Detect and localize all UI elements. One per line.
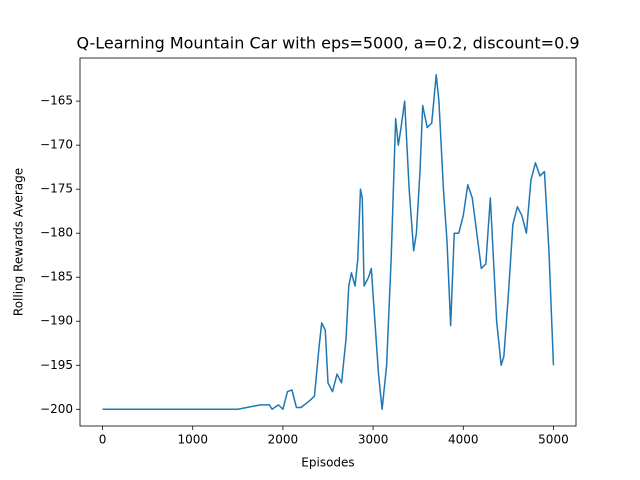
x-tick-label: 4000	[448, 433, 479, 447]
y-tick-label: −190	[40, 314, 73, 328]
y-tick-label: −170	[40, 138, 73, 152]
x-tick-label: 5000	[538, 433, 569, 447]
line	[102, 73, 555, 411]
x-tick-label: 1000	[177, 433, 208, 447]
y-tick-label: −180	[40, 226, 73, 240]
y-tick-label: −175	[40, 182, 73, 196]
x-tick-label: 3000	[358, 433, 389, 447]
plot-frame	[79, 57, 577, 427]
y-tick-label: −185	[40, 270, 73, 284]
y-tick-label: −195	[40, 358, 73, 372]
y-tick-label: −165	[40, 94, 73, 108]
y-tick-label: −200	[40, 402, 73, 416]
x-tick-label: 2000	[268, 433, 299, 447]
y-axis-label: Rolling Rewards Average	[12, 168, 26, 316]
x-axis-label: Episodes	[301, 456, 354, 470]
chart-title: Q-Learning Mountain Car with eps=5000, a…	[76, 34, 579, 53]
x-tick-label: 0	[99, 433, 107, 447]
